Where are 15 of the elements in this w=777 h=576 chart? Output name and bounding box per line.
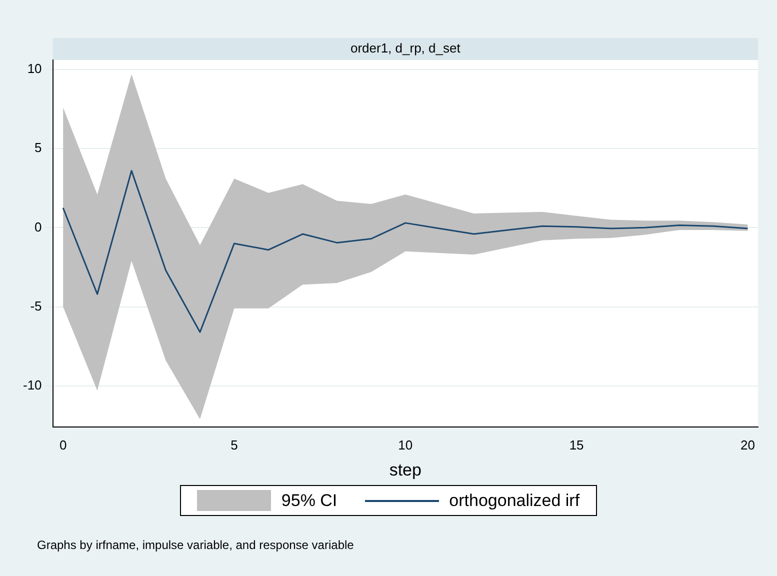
x-tick-label: 0 (59, 437, 67, 452)
y-tick-label: 5 (34, 140, 42, 156)
text: Graphs by irfname, impulse variable, and response variable (37, 538, 354, 552)
legend-label: orthogonalized irf (449, 490, 580, 510)
x-tick-label: 10 (398, 437, 413, 452)
x-tick-label: 20 (740, 437, 755, 452)
legend-label: 95% CI (281, 490, 338, 510)
x-tick-label: 15 (569, 437, 584, 452)
y-tick-label: 10 (27, 61, 42, 76)
chart-title: order1, d_rp, d_set (350, 40, 461, 56)
y-tick-label: 0 (34, 219, 42, 234)
x-tick-label: 5 (230, 437, 238, 452)
x-axis-title: step (389, 460, 422, 480)
y-tick-label: -5 (30, 298, 42, 314)
y-tick-label: -10 (22, 377, 42, 392)
